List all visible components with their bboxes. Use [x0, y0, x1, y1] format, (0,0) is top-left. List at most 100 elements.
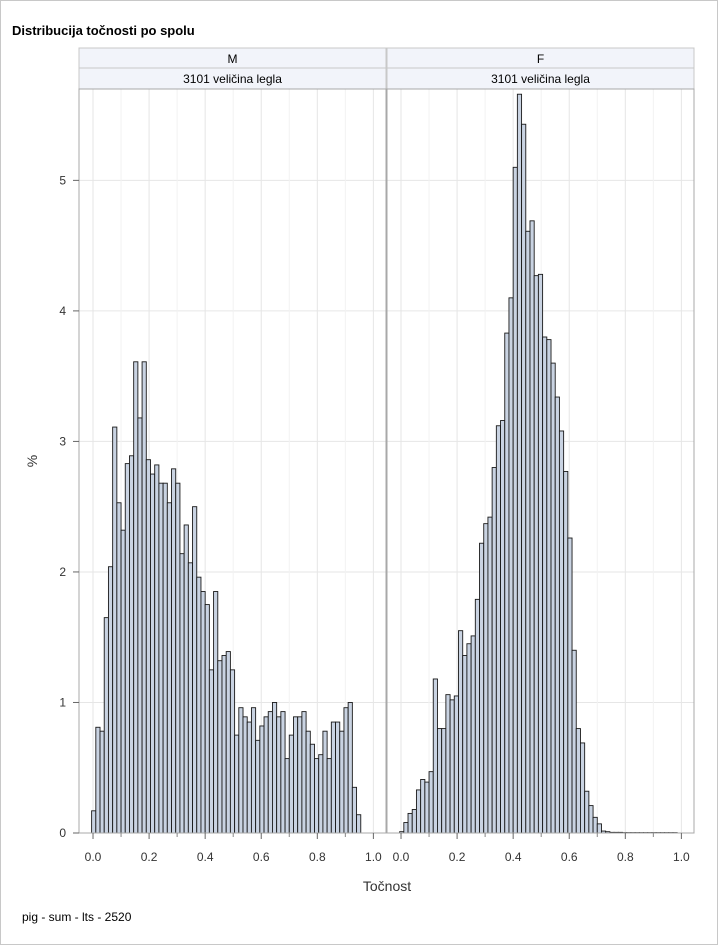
histogram-bar — [407, 812, 413, 834]
histogram-bar — [179, 553, 185, 834]
x-tick-label: 1.0 — [365, 850, 382, 864]
histogram-bar — [267, 711, 273, 834]
histogram-bar — [449, 699, 455, 834]
histogram-bar — [411, 809, 417, 834]
histogram-bar — [213, 591, 219, 834]
y-tick-label: 2 — [59, 565, 66, 579]
histogram-bar — [588, 805, 594, 834]
histogram-bar — [592, 816, 598, 834]
histogram-bar — [347, 702, 353, 834]
histogram-bar — [596, 823, 602, 834]
x-tick-label: 0.6 — [253, 850, 270, 864]
x-axis-label: Točnost — [363, 878, 411, 894]
histogram-bar — [462, 655, 468, 834]
y-tick-label: 0 — [59, 826, 66, 840]
histogram-bar — [171, 468, 177, 834]
histogram-bar — [495, 425, 501, 834]
y-tick-label: 3 — [59, 434, 66, 448]
histogram-bar — [453, 695, 459, 834]
histogram-bar — [415, 789, 422, 834]
histogram-bar — [483, 523, 489, 834]
histogram-bar — [571, 649, 577, 834]
histogram-bar — [116, 502, 122, 834]
x-tick-label: 1.0 — [673, 850, 690, 864]
x-tick-label: 0.8 — [617, 850, 634, 864]
histogram-bar — [322, 730, 328, 834]
x-tick-label: 0.0 — [393, 850, 410, 864]
histogram-bar — [297, 716, 303, 834]
histogram-bar — [192, 506, 198, 834]
histogram-bar — [204, 604, 210, 834]
histogram-bar — [537, 273, 544, 834]
panel-plot-frame — [78, 88, 387, 834]
chart-title: Distribucija točnosti po spolu — [12, 23, 195, 38]
x-tick-label: 0.2 — [449, 850, 466, 864]
histogram-bar — [529, 220, 535, 834]
histogram-bar — [428, 771, 434, 834]
histogram-bar — [479, 542, 485, 834]
histogram-bar — [305, 730, 311, 834]
histogram-bar — [183, 524, 189, 834]
panel-sublabel: 3101 veličina legla — [491, 72, 590, 86]
histogram-bar — [326, 758, 332, 834]
histogram-bar — [137, 417, 143, 834]
histogram-bar — [339, 730, 345, 834]
histogram-bar — [318, 754, 324, 834]
x-tick-label: 0.2 — [141, 850, 158, 864]
histogram-bar — [474, 598, 480, 834]
histogram-bar — [508, 297, 514, 834]
histogram-bar — [242, 716, 248, 834]
histogram-bar — [512, 166, 518, 834]
x-tick-label: 0.6 — [561, 850, 578, 864]
histogram-bar — [351, 786, 358, 834]
y-tick-label: 4 — [59, 304, 66, 318]
histogram-bar — [301, 711, 307, 834]
histogram-bar — [309, 743, 315, 834]
histogram-bar — [293, 716, 299, 834]
x-tick-label: 0.8 — [309, 850, 326, 864]
panel-label: M — [228, 52, 238, 66]
histogram-bar — [166, 502, 172, 834]
histogram-bar — [107, 566, 114, 834]
panel-plot-frame — [386, 88, 695, 834]
histogram-bar — [91, 810, 97, 834]
histogram-bar — [175, 482, 181, 834]
histogram-bar — [196, 576, 202, 834]
histogram-bar — [229, 669, 236, 834]
x-tick-label: 0.0 — [85, 850, 102, 864]
histogram-bar — [521, 123, 527, 834]
histogram-bar — [504, 332, 510, 834]
histogram-bar — [120, 529, 126, 834]
histogram-bar — [158, 482, 164, 834]
histogram-bar — [255, 739, 261, 834]
histogram-bar — [145, 459, 151, 834]
histogram-bar — [525, 230, 531, 834]
histogram-bar — [516, 93, 523, 834]
histogram-bar — [470, 635, 476, 834]
histogram-bar — [162, 482, 168, 834]
panel-label: F — [537, 52, 544, 66]
histogram-bar — [200, 591, 206, 834]
histogram-bar — [259, 725, 265, 834]
histogram-bar — [234, 734, 240, 834]
histogram-bar — [280, 711, 286, 834]
histogram-bar — [124, 463, 130, 834]
panel-sublabel: 3101 veličina legla — [183, 72, 282, 86]
histogram-bar — [575, 728, 581, 834]
histogram-bar — [112, 426, 118, 834]
histogram-bar — [154, 464, 160, 834]
y-axis-label: % — [24, 455, 40, 467]
histogram-bar — [584, 790, 590, 834]
histogram-bar — [288, 734, 294, 834]
histogram-bar — [550, 362, 556, 834]
histogram-bar — [343, 707, 349, 834]
histogram-bar — [356, 814, 362, 834]
histogram-bar — [420, 779, 426, 834]
histogram-bar — [217, 660, 223, 834]
histogram-bar — [437, 728, 443, 834]
panel-M: M 3101 veličina legla 0.0 0.2 0.4 0.6 0.8 1.0 — [78, 47, 387, 864]
panel-F: F 3101 veličina legla 0.0 0.2 0.4 0.6 0.8 1.0 — [386, 47, 695, 864]
histogram-bar — [432, 678, 438, 834]
histogram-bar — [546, 339, 552, 834]
